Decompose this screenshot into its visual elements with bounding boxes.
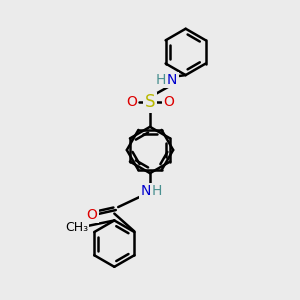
Text: O: O	[126, 95, 137, 110]
Text: S: S	[145, 93, 155, 111]
Text: N: N	[167, 73, 178, 87]
Text: O: O	[163, 95, 174, 110]
Text: N: N	[140, 184, 151, 198]
Text: H: H	[152, 184, 162, 198]
Text: CH₃: CH₃	[66, 221, 89, 234]
Text: O: O	[87, 208, 98, 222]
Text: H: H	[156, 73, 166, 87]
